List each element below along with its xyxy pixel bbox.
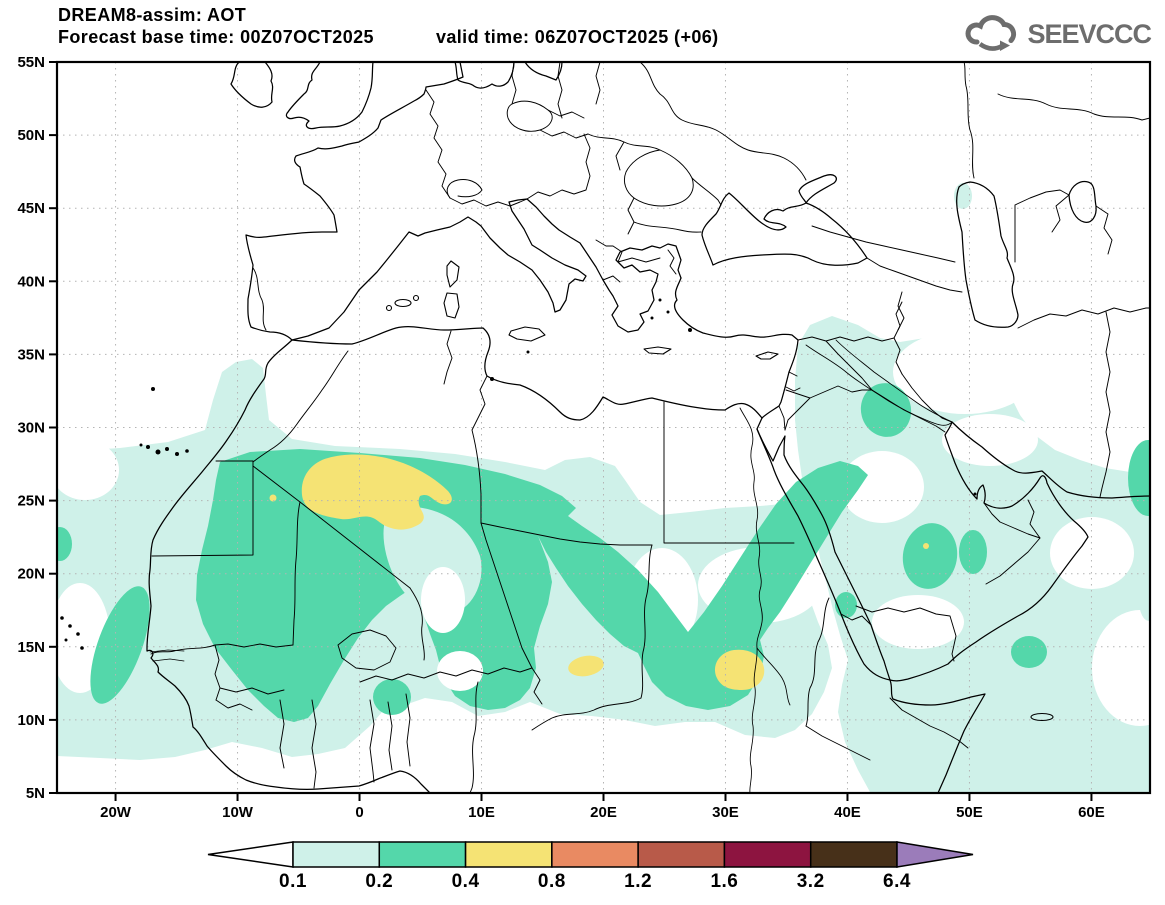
- colorbar-boundary-label: 0.1: [279, 871, 307, 892]
- colorbar-segment: [464, 841, 553, 868]
- x-tick-label: 20E: [590, 804, 617, 821]
- colorbar-segment: [292, 841, 381, 868]
- axis-labels: 20W 10W 0 10E 20E 30E 40E 50E 60E 5N 10N 15N 20N 25N 3…: [17, 54, 1104, 821]
- x-tick-label: 10W: [222, 804, 254, 821]
- x-tick-label: 10E: [468, 804, 495, 821]
- axis-ticks: [49, 61, 1093, 801]
- colorbar-boundary-label: 1.6: [710, 871, 739, 892]
- x-tick-label: 30E: [712, 804, 739, 821]
- y-tick-label: 15N: [17, 639, 45, 656]
- y-tick-label: 35N: [17, 346, 45, 363]
- cloud-logo-icon: [966, 15, 1017, 51]
- colorbar-overflow-arrow: [896, 841, 974, 868]
- colorbar-segment: [637, 841, 726, 868]
- valid-time: valid time: 06Z07OCT2025 (+06): [435, 27, 719, 47]
- colorbar-segment: [378, 841, 467, 868]
- y-tick-label: 40N: [17, 273, 45, 290]
- forecast-base-time: Forecast base time: 00Z07OCT2025: [58, 27, 374, 47]
- y-tick-label: 10N: [17, 712, 45, 729]
- x-tick-label: 0: [355, 804, 363, 821]
- x-tick-label: 60E: [1078, 804, 1105, 821]
- contour-fill-layer: [57, 183, 1150, 792]
- y-tick-label: 55N: [17, 54, 45, 71]
- colorbar-segment: [551, 841, 639, 868]
- page-title: DREAM8-assim: AOT: [58, 5, 247, 25]
- coastline-layer: [146, 62, 1150, 793]
- y-tick-label: 20N: [17, 566, 45, 583]
- x-tick-label: 50E: [956, 804, 983, 821]
- colorbar-segment: [723, 841, 812, 868]
- colorbar-boundary-label: 6.4: [883, 871, 911, 892]
- colorbar-legend: 0.1 0.2 0.4 0.8 1.2 1.6 3.2 6.4: [205, 840, 975, 900]
- colorbar-boundary-label: 3.2: [796, 871, 825, 892]
- colorbar-svg: [207, 841, 974, 868]
- colorbar-boundary-label: 1.2: [624, 871, 653, 892]
- islands-layer: [60, 260, 1054, 722]
- colorbar-boundary-label: 0.8: [537, 871, 566, 892]
- logo-text: SEEVCCC: [1027, 18, 1152, 49]
- y-tick-label: 5N: [26, 785, 45, 802]
- colorbar-boundary-label: 0.2: [365, 871, 394, 892]
- x-tick-label: 20W: [100, 804, 132, 821]
- colorbar-boundary-label: 0.4: [451, 871, 480, 892]
- y-tick-label: 50N: [17, 127, 45, 144]
- subtitle: Forecast base time: 00Z07OCT2025 valid t…: [58, 27, 719, 48]
- seevccc-logo: SEEVCCC: [963, 13, 1152, 55]
- y-tick-label: 45N: [17, 200, 45, 217]
- y-tick-label: 25N: [17, 493, 45, 510]
- x-tick-label: 40E: [834, 804, 861, 821]
- y-tick-label: 30N: [17, 420, 45, 437]
- colorbar-segment: [809, 841, 898, 868]
- borders-layer: [149, 62, 1150, 793]
- colorbar-underflow-arrow: [207, 841, 294, 868]
